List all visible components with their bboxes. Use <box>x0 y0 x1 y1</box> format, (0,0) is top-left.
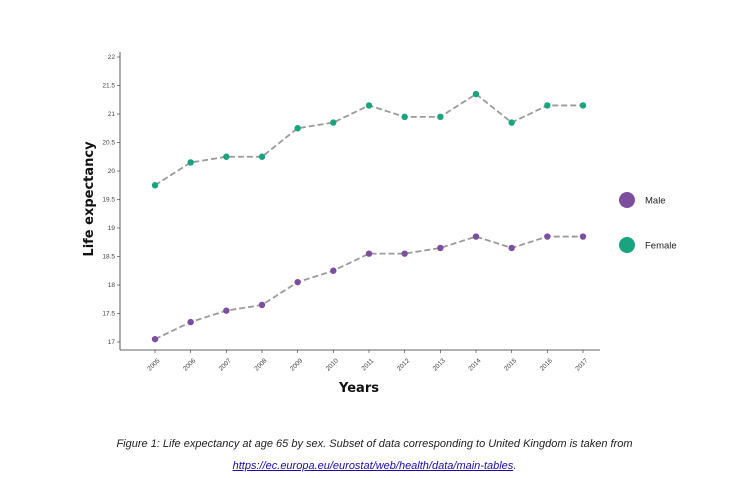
y-tick-label: 18.5 <box>102 254 115 261</box>
male-data-point <box>258 301 266 309</box>
female-data-point <box>472 90 480 98</box>
figure-caption: Figure 1: Life expectancy at age 65 by s… <box>0 433 749 477</box>
x-tick-label: 2016 <box>539 357 554 372</box>
male-data-point <box>401 250 408 257</box>
y-tick-label: 18 <box>108 282 116 289</box>
x-tick-label: 2012 <box>396 357 411 372</box>
female-data-point <box>294 125 301 132</box>
female-data-point <box>401 113 408 121</box>
legend-female-marker <box>619 237 635 253</box>
x-tick-label: 2007 <box>218 357 233 372</box>
male-data-point <box>294 278 301 286</box>
female-data-point <box>330 119 337 126</box>
male-data-point <box>579 233 587 240</box>
y-tick-label: 17.5 <box>102 311 115 318</box>
male-data-point <box>365 250 373 257</box>
caption-end: . <box>513 460 517 472</box>
x-tick-label: 2017 <box>574 357 589 372</box>
male-data-point <box>151 335 159 343</box>
male-data-point <box>472 233 480 240</box>
y-axis-title: Life expectancy <box>82 141 97 257</box>
y-tick-label: 20.5 <box>102 140 115 147</box>
y-tick-label: 21 <box>108 111 116 118</box>
x-tick-label: 2014 <box>467 357 482 372</box>
female-data-point <box>365 102 373 109</box>
x-tick-label: 2011 <box>361 357 376 372</box>
y-tick-label: 17 <box>108 339 116 346</box>
female-data-point <box>579 102 587 109</box>
male-data-point <box>544 233 551 240</box>
female-data-point <box>151 182 159 189</box>
legend-female-label: Female <box>645 241 677 252</box>
x-tick-label: 2010 <box>325 357 340 372</box>
caption-text: Figure 1: Life expectancy at age 65 by s… <box>116 438 633 450</box>
female-data-point <box>437 113 444 121</box>
x-tick-label: 2005 <box>146 357 161 372</box>
x-tick-label: 2009 <box>289 357 304 372</box>
y-tick-label: 20 <box>108 168 116 175</box>
y-tick-label: 19.5 <box>102 197 115 204</box>
female-data-point <box>258 153 266 160</box>
male-data-point <box>437 244 444 252</box>
x-tick-label: 2015 <box>503 357 518 372</box>
x-tick-label: 2008 <box>253 357 268 372</box>
x-tick-label: 2013 <box>432 357 447 372</box>
legend-male-label: Male <box>645 196 666 207</box>
male-data-point <box>330 267 337 274</box>
female-data-point <box>508 119 515 126</box>
y-tick-label: 19 <box>108 225 116 232</box>
male-data-point <box>223 307 230 314</box>
y-tick-label: 21.5 <box>102 83 115 90</box>
male-data-point <box>187 318 194 326</box>
legend-male-marker <box>619 192 635 208</box>
life-expectancy-chart: 17 17.5 18 18.5 19 19.5 20 20.5 21 21.5 22 2005 200… <box>82 52 677 396</box>
female-data-point <box>223 153 230 160</box>
female-data-point <box>544 102 551 109</box>
x-tick-label: 2006 <box>182 357 197 372</box>
male-data-point <box>508 244 515 252</box>
x-axis-title: Years <box>338 381 379 396</box>
source-link[interactable]: https://ec.europa.eu/eurostat/web/health… <box>232 460 514 472</box>
y-tick-label: 22 <box>108 54 116 61</box>
female-data-point <box>187 159 194 166</box>
